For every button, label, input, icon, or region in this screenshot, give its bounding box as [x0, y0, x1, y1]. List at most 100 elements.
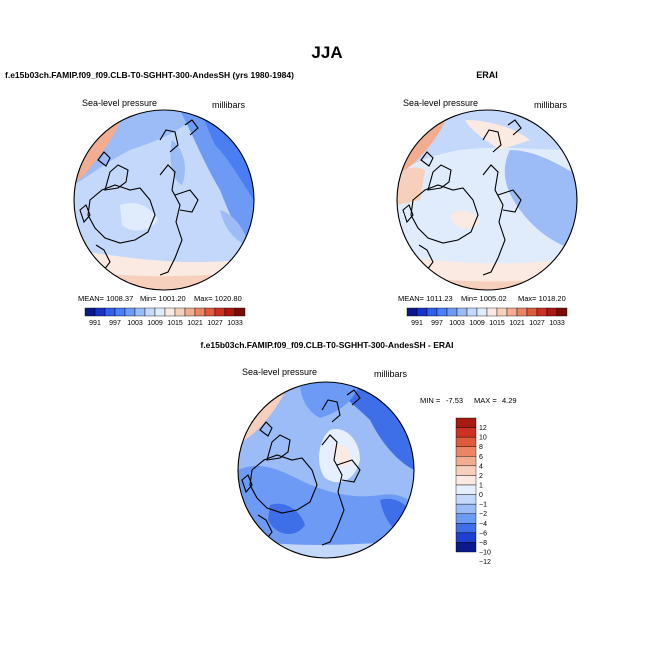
panel-diff-title: f.e15b03ch.FAMIP.f09_f09.CLB-T0-SGHHT-30…: [200, 340, 453, 350]
panel-diff-max: 4.29: [502, 396, 517, 405]
colorbar-label: −4: [479, 521, 487, 528]
colorbar-swatch: [455, 542, 477, 553]
panel-obs-border: [396, 109, 578, 291]
colorbar-swatch: [124, 307, 136, 317]
panel-model-variable: Sea-level pressure: [82, 98, 157, 108]
panel-obs-variable: Sea-level pressure: [403, 98, 478, 108]
colorbar-swatch: [536, 307, 548, 317]
colorbar-swatch: [556, 307, 568, 317]
colorbar-swatch: [164, 307, 176, 317]
panel-obs-min: Min= 1005.02: [461, 294, 507, 303]
panel-diff-border: [237, 381, 415, 559]
colorbar-swatch: [154, 307, 166, 317]
colorbar-label: −1: [479, 502, 487, 509]
colorbar-swatch: [455, 456, 477, 467]
colorbar-label: 10: [479, 435, 487, 442]
colorbar-swatch: [114, 307, 126, 317]
panel-obs-mean: MEAN= 1011.23: [398, 294, 453, 303]
colorbar-swatch: [455, 475, 477, 486]
panel-obs-colorbar: 991 997 1003 1009 1015 1021 1027 1033: [406, 307, 568, 327]
colorbar-swatch: [466, 307, 478, 317]
panel-diff-min-label: MIN =: [420, 396, 441, 405]
colorbar-swatch: [104, 307, 116, 317]
panel-model-border: [73, 109, 255, 291]
colorbar-swatch: [194, 307, 206, 317]
colorbar-swatch: [496, 307, 508, 317]
colorbar-label: −10: [479, 550, 491, 557]
colorbar-swatch: [456, 307, 468, 317]
colorbar-label: 0: [479, 492, 483, 499]
panel-diff-map: [238, 382, 414, 558]
colorbar-swatch: [455, 446, 477, 457]
colorbar-label: 1003: [449, 320, 465, 327]
colorbar-swatch: [455, 427, 477, 438]
colorbar-swatch: [476, 307, 488, 317]
colorbar-label: 1033: [549, 320, 565, 327]
colorbar-label: 1021: [509, 320, 525, 327]
colorbar-swatch: [406, 307, 418, 317]
panel-diff-max-label: MAX =: [474, 396, 497, 405]
colorbar-swatch: [455, 494, 477, 505]
colorbar-label: 1: [479, 483, 483, 490]
colorbar-swatch: [516, 307, 528, 317]
colorbar-label: −6: [479, 530, 487, 537]
colorbar-swatch: [455, 532, 477, 543]
panel-difference: f.e15b03ch.FAMIP.f09_f09.CLB-T0-SGHHT-30…: [200, 340, 516, 566]
panel-model-mean: MEAN= 1008.37: [78, 294, 133, 303]
colorbar-swatch: [204, 307, 216, 317]
colorbar-label: 1009: [469, 320, 485, 327]
colorbar-swatch: [436, 307, 448, 317]
panel-model-min: Min= 1001.20: [140, 294, 186, 303]
panel-model-colorbar: 991 997 1003 1009 1015 1021 1027 1033: [84, 307, 246, 327]
panel-obs-max: Max= 1018.20: [518, 294, 566, 303]
colorbar-swatch: [455, 513, 477, 524]
colorbar-label: 1033: [227, 320, 243, 327]
colorbar-label: −12: [479, 559, 491, 566]
colorbar-swatch: [526, 307, 538, 317]
colorbar-label: −2: [479, 511, 487, 518]
colorbar-label: 997: [431, 320, 443, 327]
colorbar-label: 6: [479, 454, 483, 461]
colorbar-label: 2: [479, 473, 483, 480]
panel-diff-coastlines: [241, 389, 361, 546]
colorbar-swatch: [214, 307, 226, 317]
colorbar-label: 1003: [127, 320, 143, 327]
panel-model-map: [74, 110, 254, 290]
colorbar-label: 991: [411, 320, 423, 327]
colorbar-swatch: [446, 307, 458, 317]
colorbar-swatch: [455, 436, 477, 447]
colorbar-swatch: [416, 307, 428, 317]
colorbar-label: 12: [479, 425, 487, 432]
colorbar-swatch: [184, 307, 196, 317]
panel-diff-units: millibars: [374, 369, 408, 379]
panel-model: f.e15b03ch.FAMIP.f09_f09.CLB-T0-SGHHT-30…: [5, 70, 294, 327]
colorbar-swatch: [506, 307, 518, 317]
colorbar-swatch: [224, 307, 236, 317]
colorbar-swatch: [144, 307, 156, 317]
panel-obs-title: ERAI: [476, 70, 498, 80]
colorbar-label: 1021: [187, 320, 203, 327]
panel-model-coastlines: [79, 119, 199, 276]
colorbar-label: 997: [109, 320, 121, 327]
panel-obs: ERAI Sea-level pressure millibars: [396, 70, 578, 327]
colorbar-label: 1027: [207, 320, 223, 327]
colorbar-label: 1015: [167, 320, 183, 327]
panel-obs-units: millibars: [534, 100, 568, 110]
panel-obs-coastlines: [402, 119, 522, 276]
main-title: JJA: [311, 43, 342, 62]
colorbar-swatch: [234, 307, 246, 317]
colorbar-label: 1027: [529, 320, 545, 327]
colorbar-swatch: [426, 307, 438, 317]
panel-model-title: f.e15b03ch.FAMIP.f09_f09.CLB-T0-SGHHT-30…: [5, 70, 294, 80]
colorbar-swatch: [174, 307, 186, 317]
panel-obs-map: [397, 110, 577, 290]
colorbar-label: 991: [89, 320, 101, 327]
colorbar-label: 1009: [147, 320, 163, 327]
colorbar-label: 1015: [489, 320, 505, 327]
panel-model-max: Max= 1020.80: [194, 294, 242, 303]
colorbar-label: −8: [479, 540, 487, 547]
colorbar-label: 4: [479, 463, 483, 470]
colorbar-label: 8: [479, 444, 483, 451]
